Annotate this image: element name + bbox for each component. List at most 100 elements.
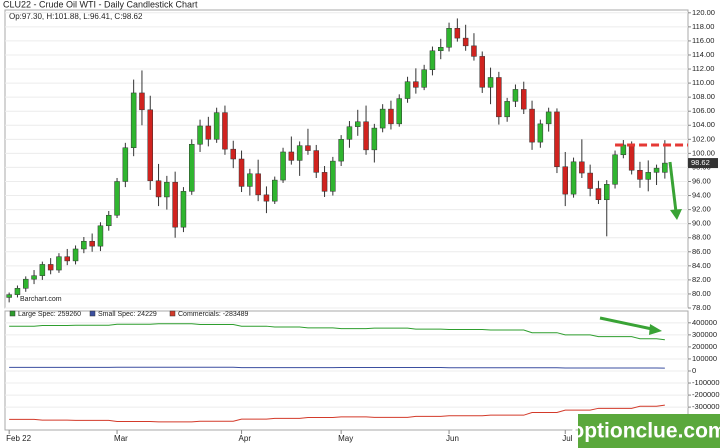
candle-body bbox=[247, 173, 253, 187]
candle-body bbox=[587, 172, 593, 189]
candle-body bbox=[653, 167, 660, 173]
candle-body bbox=[454, 28, 461, 39]
y-tick-label: 400000 bbox=[692, 318, 717, 327]
y-tick-label: 300000 bbox=[692, 330, 717, 339]
candle-body bbox=[404, 81, 411, 99]
y-tick-label: -100000 bbox=[692, 378, 720, 387]
candle-body bbox=[97, 225, 104, 247]
ohlc-info: Op:97.30, H:101.88, L:96.41, C:98.62 bbox=[9, 12, 143, 21]
candle-body bbox=[238, 158, 245, 187]
candle-body bbox=[155, 180, 162, 198]
candle-body bbox=[479, 56, 485, 88]
last-price-label: 98.62 bbox=[691, 158, 710, 167]
candle-body bbox=[612, 154, 618, 185]
candle-body bbox=[81, 240, 87, 250]
x-tick-label: Jul bbox=[562, 434, 572, 443]
candle-body bbox=[106, 214, 112, 227]
candle-body bbox=[512, 89, 519, 102]
y-tick-label: 92.00 bbox=[692, 205, 711, 214]
candle-body bbox=[346, 126, 353, 140]
candle-body bbox=[180, 191, 187, 228]
candle-body bbox=[570, 161, 577, 195]
y-tick-label: 200000 bbox=[692, 342, 717, 351]
candle-body bbox=[213, 112, 220, 140]
candle-body bbox=[529, 108, 535, 143]
candle-body bbox=[471, 45, 477, 57]
candle-body bbox=[628, 144, 635, 171]
marks: 78.00 80.00 82.00 84.00 86.00 88.00 90.00 92.00… bbox=[5, 8, 720, 443]
y-tick-label: 112.00 bbox=[692, 64, 714, 73]
candle-body bbox=[537, 123, 544, 143]
candle-body bbox=[305, 145, 311, 151]
candle-body bbox=[197, 125, 203, 145]
candle-body bbox=[255, 173, 261, 196]
candle-body bbox=[189, 143, 195, 192]
candle-body bbox=[371, 127, 378, 151]
candle-body bbox=[620, 144, 627, 156]
y-tick-label: 108.00 bbox=[692, 92, 715, 101]
watermark-box bbox=[578, 414, 720, 448]
cot-line bbox=[9, 366, 665, 369]
arrow-head bbox=[670, 209, 682, 220]
x-tick-label: Apr bbox=[239, 434, 252, 443]
candle-body bbox=[562, 166, 568, 195]
candle-body bbox=[504, 101, 510, 118]
candle-body bbox=[413, 81, 419, 88]
candle-body bbox=[446, 28, 452, 48]
legend-swatch bbox=[169, 310, 176, 317]
y-tick-label: 86.00 bbox=[692, 247, 711, 256]
candle-body bbox=[330, 160, 336, 192]
y-tick-label: 104.00 bbox=[692, 120, 715, 129]
y-tick-label: 0 bbox=[692, 366, 696, 375]
watermark: optionclue.com bbox=[571, 420, 720, 443]
candle-body bbox=[662, 162, 668, 173]
candle-body bbox=[164, 181, 170, 198]
legend-label: Small Spec: 24229 bbox=[98, 311, 157, 318]
y-tick-label: 102.00 bbox=[692, 134, 715, 143]
candle-body bbox=[637, 169, 643, 180]
x-tick-label: May bbox=[338, 434, 353, 443]
y-tick-label: 82.00 bbox=[692, 275, 711, 284]
candle-body bbox=[462, 37, 469, 47]
candle-body bbox=[72, 248, 79, 262]
candle-body bbox=[230, 148, 236, 160]
x-tick-label: Feb 22 bbox=[6, 434, 31, 443]
candle-body bbox=[595, 188, 602, 201]
candle-body bbox=[296, 145, 303, 161]
candle-body bbox=[421, 69, 427, 88]
candle-body bbox=[355, 121, 361, 127]
candle-body bbox=[321, 172, 328, 192]
candle-body bbox=[272, 179, 278, 202]
candle-body bbox=[338, 139, 344, 162]
candle-body bbox=[645, 172, 651, 180]
candle-body bbox=[487, 77, 494, 88]
y-tick-label: 100.00 bbox=[692, 148, 715, 157]
candle-body bbox=[438, 47, 444, 52]
candle-body bbox=[521, 89, 527, 110]
y-tick-label: 120.00 bbox=[692, 8, 715, 17]
last-price-box bbox=[688, 158, 718, 169]
candle-body bbox=[139, 92, 145, 111]
candle-body bbox=[604, 184, 610, 201]
y-tick-label: 118.00 bbox=[692, 22, 714, 31]
candle-body bbox=[114, 181, 120, 216]
candle-body bbox=[31, 275, 37, 280]
arrow bbox=[599, 316, 653, 331]
y-tick-label: 114.00 bbox=[692, 50, 714, 59]
candle-body bbox=[172, 181, 178, 228]
legend-label: Commercials: -283489 bbox=[178, 311, 249, 318]
price-panel bbox=[4, 9, 689, 309]
candle-body bbox=[313, 150, 319, 173]
x-tick-label: Jun bbox=[446, 434, 459, 443]
arrow bbox=[668, 161, 678, 213]
y-tick-label: 88.00 bbox=[692, 233, 711, 242]
candle-body bbox=[130, 92, 137, 149]
candle-body bbox=[554, 111, 560, 167]
candle-body bbox=[363, 121, 369, 151]
candle-body bbox=[64, 256, 70, 262]
x-tick-label: Mar bbox=[114, 434, 128, 443]
candle-body bbox=[396, 98, 402, 125]
y-tick-label: -200000 bbox=[692, 390, 720, 399]
candle-body bbox=[205, 125, 212, 140]
